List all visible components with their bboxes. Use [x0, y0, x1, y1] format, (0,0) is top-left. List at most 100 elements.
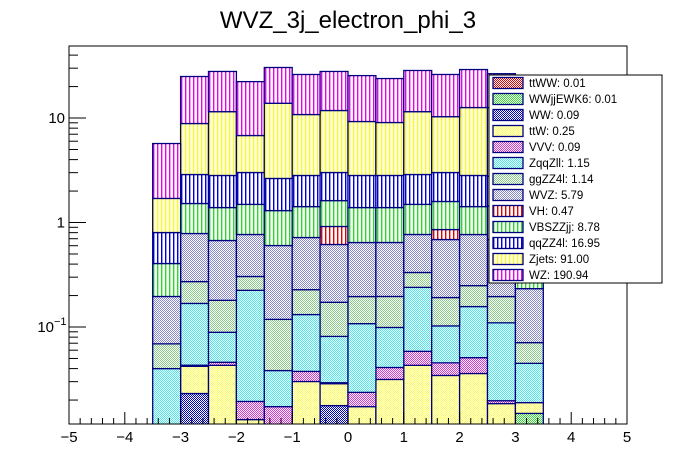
bar-Zjets-bin-7	[347, 120, 377, 177]
bar-ZqqZll-bin-1	[179, 302, 210, 366]
legend-label: VVV: 0.09	[529, 142, 580, 154]
bar-Zjets-bin-3	[235, 134, 265, 174]
bar-ggZZ4l-bin-3	[235, 275, 265, 291]
legend-label: WW: 0.09	[529, 110, 579, 122]
bar-ttW-bin-6	[319, 383, 349, 407]
bar-ZqqZll-bin-3	[235, 289, 265, 403]
bar-qqZZ4l-bin-2	[207, 174, 238, 209]
legend-entry-qqZZ4l: qqZZ4l: 16.95	[492, 236, 600, 250]
bar-Zjets-bin-8	[375, 121, 405, 177]
bar-VVV-bin-9	[403, 350, 433, 366]
bar-ZqqZll-bin-2	[207, 331, 238, 363]
legend-label: ZqqZll: 1.15	[529, 158, 590, 170]
legend-label: WZ: 190.94	[529, 270, 589, 282]
legend-entry-VH: VH: 0.47	[492, 204, 574, 218]
bar-VVV-bin-8	[375, 366, 405, 381]
bar-ggZZ4l-bin-9	[403, 271, 433, 289]
legend-swatch	[492, 268, 524, 282]
bar-Zjets-bin-6	[319, 109, 349, 174]
bar-WVZ-bin-13	[514, 288, 544, 344]
legend-label: ttWW: 0.01	[529, 78, 586, 90]
legend-entry-ttW: ttW: 0.25	[492, 124, 575, 138]
legend-entry-ZqqZll: ZqqZll: 1.15	[492, 156, 590, 170]
legend-swatch	[492, 156, 524, 170]
bar-VBSZZjj-bin-3	[235, 203, 265, 236]
bar-qqZZ4l-bin-9	[403, 173, 433, 206]
bar-ZqqZll-bin-7	[347, 323, 377, 394]
bar-ggZZ4l-bin-12	[486, 295, 517, 324]
bar-WZ-bin-3	[235, 80, 265, 137]
bar-VBSZZjj-bin-8	[375, 206, 405, 244]
bar-VH-bin-6	[319, 225, 349, 246]
bar-WVZ-bin-6	[319, 243, 349, 303]
bar-ggZZ4l-bin-10	[431, 296, 461, 327]
x-tick-label: 5	[623, 429, 631, 446]
bar-Zjets-bin-10	[431, 116, 461, 174]
legend-label: ggZZ4l: 1.14	[529, 174, 594, 186]
bar-Zjets-bin-2	[207, 111, 238, 177]
bar-ZqqZll-bin-10	[431, 325, 461, 364]
bar-VH-bin-10	[431, 228, 461, 241]
bar-qqZZ4l-bin-6	[319, 171, 349, 202]
legend-label: WVZ: 5.79	[529, 190, 583, 202]
bar-qqZZ4l-bin-8	[375, 174, 405, 209]
bar-qqZZ4l-bin-3	[235, 171, 265, 206]
bar-WVZ-bin-10	[431, 238, 461, 299]
bar-VBSZZjj-bin-6	[319, 199, 349, 228]
bar-WVZ-bin-8	[375, 241, 405, 298]
bar-VVV-bin-3	[235, 400, 265, 421]
x-tick-label: 3	[511, 429, 519, 446]
legend-swatch	[492, 252, 524, 266]
y-tick-label: 10	[48, 110, 65, 127]
legend-entry-ggZZ4l: ggZZ4l: 1.14	[492, 172, 594, 186]
bar-WZ-bin-6	[319, 70, 349, 112]
bar-Zjets-bin-4	[263, 102, 293, 180]
x-tick-label: −2	[228, 429, 245, 446]
bar-WVZ-bin-9	[403, 233, 433, 274]
bar-VBSZZjj-bin-9	[403, 203, 433, 236]
x-tick-label: 1	[400, 429, 408, 446]
chart-title: WVZ_3j_electron_phi_3	[220, 7, 476, 34]
bar-WZ-bin-8	[375, 77, 405, 124]
bar-VVV-bin-11	[458, 357, 489, 375]
x-tick-label: 0	[344, 429, 352, 446]
legend-label: VH: 0.47	[529, 206, 574, 218]
bar-ggZZ4l-bin-6	[319, 301, 349, 338]
bar-VBSZZjj-bin-2	[207, 206, 238, 242]
y-tick-label: 1	[57, 215, 65, 232]
bar-VVV-bin-5	[291, 370, 321, 383]
bar-ggZZ4l-bin-0	[152, 343, 182, 370]
bar-Zjets-bin-1	[179, 122, 210, 176]
bar-qqZZ4l-bin-11	[458, 174, 489, 208]
bar-ggZZ4l-bin-2	[207, 299, 238, 333]
legend-entry-WZ: WZ: 190.94	[492, 268, 589, 282]
bar-ZqqZll-bin-6	[319, 335, 349, 384]
bar-ZqqZll-bin-12	[486, 322, 517, 402]
series-ttW	[179, 364, 544, 424]
bar-Zjets-bin-5	[291, 113, 321, 177]
bar-VBSZZjj-bin-5	[291, 205, 321, 239]
bar-WVZ-bin-4	[263, 244, 293, 321]
legend-swatch	[492, 204, 524, 218]
legend-label: WWjjEWK6: 0.01	[529, 94, 617, 106]
legend-swatch	[492, 188, 524, 202]
bar-WZ-bin-4	[263, 66, 293, 104]
legend-swatch	[492, 108, 524, 122]
legend-swatch	[492, 124, 524, 138]
bar-WVZ-bin-3	[235, 233, 265, 278]
bar-ttW-bin-2	[207, 364, 238, 424]
bar-ggZZ4l-bin-8	[375, 295, 405, 329]
legend-entry-WW: WW: 0.09	[492, 108, 579, 122]
bar-qqZZ4l-bin-10	[431, 171, 461, 203]
bar-WVZ-bin-1	[179, 232, 210, 283]
bar-VBSZZjj-bin-4	[263, 209, 293, 247]
bar-ZqqZll-bin-9	[403, 286, 433, 352]
bar-VBSZZjj-bin-0	[152, 262, 182, 298]
bar-WZ-bin-5	[291, 73, 321, 116]
bar-WZ-bin-1	[179, 75, 210, 125]
bar-ttW-bin-1	[179, 365, 210, 395]
bar-ggZZ4l-bin-7	[347, 295, 377, 325]
bar-ZqqZll-bin-13	[514, 362, 544, 404]
